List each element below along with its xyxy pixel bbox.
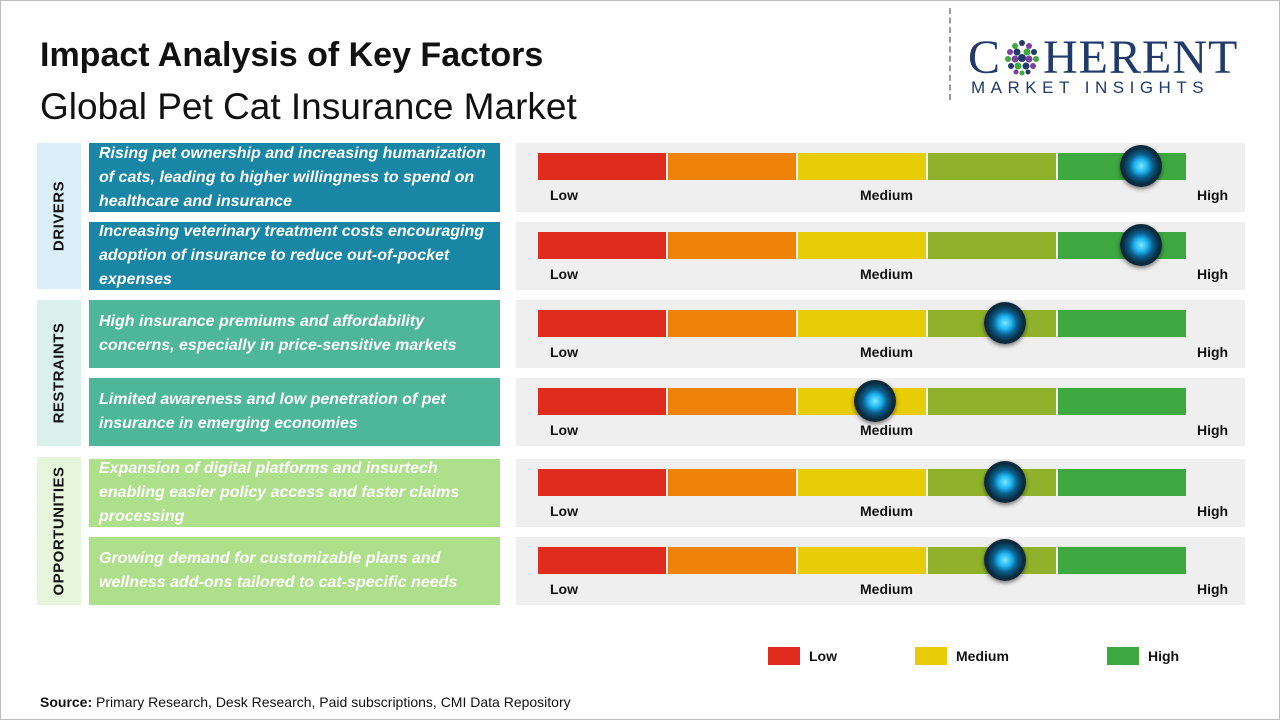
gauge-label-medium: Medium [860, 344, 913, 360]
gauge-label-low: Low [550, 503, 578, 519]
impact-indicator-knob [983, 302, 1026, 344]
gauge-segment [1058, 547, 1186, 574]
factor-text: Expansion of digital platforms and insur… [99, 460, 460, 525]
category-label-restraints: RESTRAINTS [50, 322, 68, 424]
impact-indicator-knob [983, 539, 1026, 581]
impact-gauge: Low Medium High [516, 143, 1245, 212]
gauge-segment [798, 310, 928, 337]
gauge-segment [928, 388, 1058, 415]
legend-swatch [915, 647, 947, 665]
gauge-segment [538, 469, 668, 496]
gauge-bar [538, 153, 1186, 180]
gauge-label-high: High [1197, 187, 1229, 203]
category-panel-drivers: DRIVERS [37, 143, 81, 289]
impact-gauge: Low Medium High [516, 300, 1245, 368]
factor-box: Expansion of digital platforms and insur… [89, 459, 500, 527]
legend-label: Low [809, 648, 837, 664]
gauge-segment [668, 153, 798, 180]
category-label-drivers: DRIVERS [50, 180, 68, 252]
gauge-segment [798, 469, 928, 496]
impact-indicator-knob [1119, 224, 1162, 266]
gauge-label-high: High [1197, 344, 1229, 360]
logo-tagline: MARKET INSIGHTS [971, 78, 1210, 97]
factor-box: Increasing veterinary treatment costs en… [89, 222, 500, 290]
gauge-segment [798, 153, 928, 180]
factor-box: High insurance premiums and affordabilit… [89, 300, 500, 368]
gauge-bar [538, 547, 1186, 574]
gauge-label-low: Low [550, 187, 578, 203]
logo-divider [949, 8, 951, 100]
chart-subtitle: Global Pet Cat Insurance Market [40, 86, 577, 127]
gauge-segment [668, 469, 798, 496]
gauge-label-low: Low [550, 266, 578, 282]
gauge-label-low: Low [550, 581, 578, 597]
impact-indicator-knob [853, 380, 896, 422]
gauge-segment [538, 388, 668, 415]
impact-indicator-knob [983, 461, 1026, 503]
gauge-segment [538, 232, 668, 259]
gauge-segment [1058, 469, 1186, 496]
gauge-segment [798, 547, 928, 574]
gauge-segment [538, 153, 668, 180]
gauge-label-high: High [1197, 422, 1229, 438]
factor-text: High insurance premiums and affordabilit… [99, 313, 457, 354]
factor-text: Limited awareness and low penetration of… [99, 391, 446, 432]
gauge-bar [538, 388, 1186, 415]
factor-text: Growing demand for customizable plans an… [99, 550, 458, 591]
gauge-label-high: High [1197, 581, 1229, 597]
gauge-segment [538, 310, 668, 337]
impact-gauge: Low Medium High [516, 537, 1245, 605]
gauge-label-low: Low [550, 344, 578, 360]
source-note: Source: Primary Research, Desk Research,… [40, 694, 571, 710]
category-panel-restraints: RESTRAINTS [37, 300, 81, 446]
globe-icon [1005, 40, 1040, 76]
legend-label: High [1148, 648, 1180, 664]
gauge-segment [798, 232, 928, 259]
gauge-label-high: High [1197, 266, 1229, 282]
gauge-segment [928, 153, 1058, 180]
legend-swatch [1107, 647, 1139, 665]
company-logo: C HERENT MARKET INSIGHTS [968, 30, 1268, 100]
gauge-segment [538, 547, 668, 574]
source-text: Primary Research, Desk Research, Paid su… [96, 694, 571, 710]
gauge-bar [538, 232, 1186, 259]
gauge-segment [668, 547, 798, 574]
gauge-label-medium: Medium [860, 581, 913, 597]
impact-gauge: Low Medium High [516, 459, 1245, 527]
gauge-segment [1058, 388, 1186, 415]
logo-wordmark: C HERENT [968, 31, 1239, 84]
source-label: Source: [40, 694, 93, 710]
gauge-label-high: High [1197, 503, 1229, 519]
factor-box: Limited awareness and low penetration of… [89, 378, 500, 446]
impact-gauge: Low Medium High [516, 378, 1245, 446]
gauge-label-low: Low [550, 422, 578, 438]
impact-indicator-knob [1119, 145, 1162, 187]
legend-label: Medium [956, 648, 1009, 664]
legend-swatch [768, 647, 800, 665]
factor-text: Rising pet ownership and increasing huma… [99, 144, 486, 210]
gauge-label-medium: Medium [860, 422, 913, 438]
gauge-segment [668, 310, 798, 337]
gauge-label-medium: Medium [860, 187, 913, 203]
factor-box: Rising pet ownership and increasing huma… [89, 143, 500, 212]
gauge-label-medium: Medium [860, 266, 913, 282]
category-label-opportunities: OPPORTUNITIES [50, 466, 68, 596]
category-panel-opportunities: OPPORTUNITIES [37, 457, 81, 605]
chart-title: Impact Analysis of Key Factors [40, 36, 544, 74]
factor-box: Growing demand for customizable plans an… [89, 537, 500, 605]
gauge-segment [668, 232, 798, 259]
gauge-bar [538, 469, 1186, 496]
gauge-bar [538, 310, 1186, 337]
gauge-segment [668, 388, 798, 415]
gauge-label-medium: Medium [860, 503, 913, 519]
gauge-segment [928, 232, 1058, 259]
gauge-segment [1058, 310, 1186, 337]
factor-text: Increasing veterinary treatment costs en… [99, 223, 485, 288]
impact-gauge: Low Medium High [516, 222, 1245, 290]
